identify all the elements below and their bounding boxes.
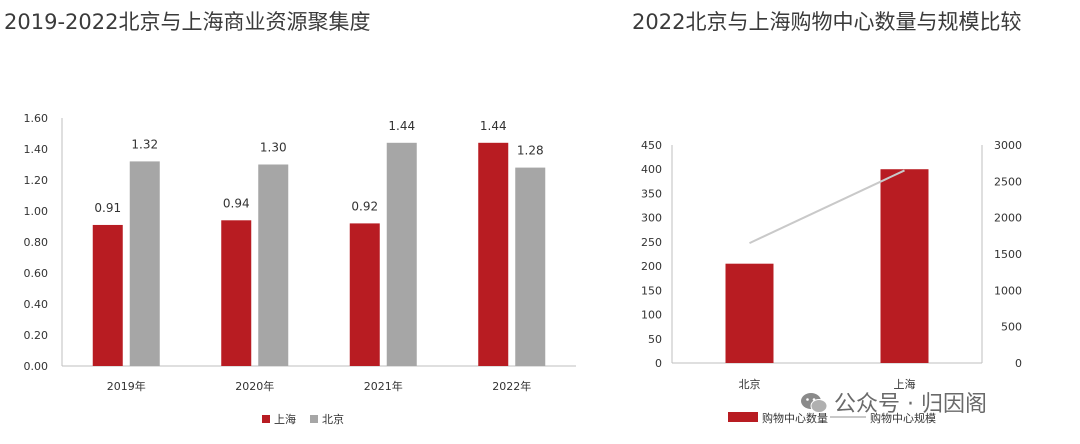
left-chart-title: 2019-2022北京与上海商业资源聚集度 bbox=[4, 10, 371, 34]
left-legend-label: 北京 bbox=[322, 412, 344, 426]
wechat-icon bbox=[801, 393, 828, 413]
watermark-text: 公众号 · 归因阁 bbox=[834, 392, 987, 417]
right-legend-label-bar: 购物中心数量 bbox=[762, 411, 828, 425]
right-x-tick-label: 北京 bbox=[739, 377, 761, 391]
left-y-tick-label: 1.60 bbox=[24, 112, 49, 125]
left-bar-shanghai bbox=[478, 142, 509, 366]
right-line-scale bbox=[749, 169, 905, 245]
left-y-tick-label: 1.20 bbox=[24, 174, 49, 187]
left-y-tick-label: 0.80 bbox=[24, 236, 49, 249]
left-y-tick-label: 0.40 bbox=[24, 298, 49, 311]
left-data-label: 1.28 bbox=[517, 144, 544, 158]
left-x-tick-label: 2021年 bbox=[364, 379, 403, 393]
right-left-y-tick-label: 150 bbox=[641, 284, 662, 297]
left-legend-swatch bbox=[310, 415, 318, 423]
left-bar-beijing bbox=[129, 161, 160, 366]
right-left-y-tick-label: 450 bbox=[641, 139, 662, 152]
left-legend-label: 上海 bbox=[274, 412, 296, 426]
left-y-tick-label: 0.60 bbox=[24, 267, 49, 280]
left-x-tick-label: 2020年 bbox=[235, 379, 274, 393]
right-chart-title: 2022北京与上海购物中心数量与规模比较 bbox=[632, 10, 1022, 34]
right-right-y-tick-label: 2000 bbox=[994, 212, 1022, 225]
right-legend-label-line: 购物中心规模 bbox=[870, 411, 936, 425]
left-data-label: 0.92 bbox=[351, 199, 378, 213]
left-x-tick-label: 2022年 bbox=[492, 379, 531, 393]
left-legend-swatch bbox=[262, 415, 270, 423]
left-bar-beijing bbox=[258, 164, 289, 366]
left-bar-shanghai bbox=[92, 224, 123, 366]
left-y-tick-label: 1.00 bbox=[24, 205, 49, 218]
left-y-tick-label: 1.40 bbox=[24, 143, 49, 156]
right-left-y-tick-label: 350 bbox=[641, 187, 662, 200]
left-data-label: 1.44 bbox=[480, 119, 507, 133]
left-bar-shanghai bbox=[221, 220, 252, 366]
right-left-y-tick-label: 50 bbox=[648, 333, 662, 346]
right-left-y-tick-label: 400 bbox=[641, 163, 662, 176]
left-bar-beijing bbox=[515, 167, 546, 366]
right-right-y-tick-label: 1500 bbox=[994, 248, 1022, 261]
right-left-y-tick-label: 100 bbox=[641, 309, 662, 322]
right-bar-count bbox=[725, 263, 774, 363]
right-left-y-tick-label: 0 bbox=[655, 357, 662, 370]
watermark: 公众号 · 归因阁 bbox=[800, 386, 987, 418]
left-data-label: 1.32 bbox=[131, 137, 158, 151]
left-data-label: 1.44 bbox=[388, 119, 415, 133]
right-legend-swatch-bar bbox=[728, 412, 758, 422]
right-right-y-tick-label: 1000 bbox=[994, 284, 1022, 297]
right-bar-count bbox=[880, 169, 929, 363]
right-x-tick-label: 上海 bbox=[894, 377, 916, 391]
right-right-y-tick-label: 0 bbox=[1015, 357, 1022, 370]
right-right-y-tick-label: 2500 bbox=[994, 175, 1022, 188]
right-right-y-tick-label: 3000 bbox=[994, 139, 1022, 152]
left-data-label: 1.30 bbox=[260, 141, 287, 155]
left-x-tick-label: 2019年 bbox=[107, 379, 146, 393]
left-y-tick-label: 0.20 bbox=[24, 329, 49, 342]
right-left-y-tick-label: 200 bbox=[641, 260, 662, 273]
left-data-label: 0.91 bbox=[94, 201, 121, 215]
left-bar-beijing bbox=[386, 142, 417, 366]
left-data-label: 0.94 bbox=[223, 196, 250, 210]
right-left-y-tick-label: 250 bbox=[641, 236, 662, 249]
left-bar-shanghai bbox=[349, 223, 380, 366]
right-left-y-tick-label: 300 bbox=[641, 212, 662, 225]
right-right-y-tick-label: 500 bbox=[1001, 321, 1022, 334]
left-y-tick-label: 0.00 bbox=[24, 360, 49, 373]
